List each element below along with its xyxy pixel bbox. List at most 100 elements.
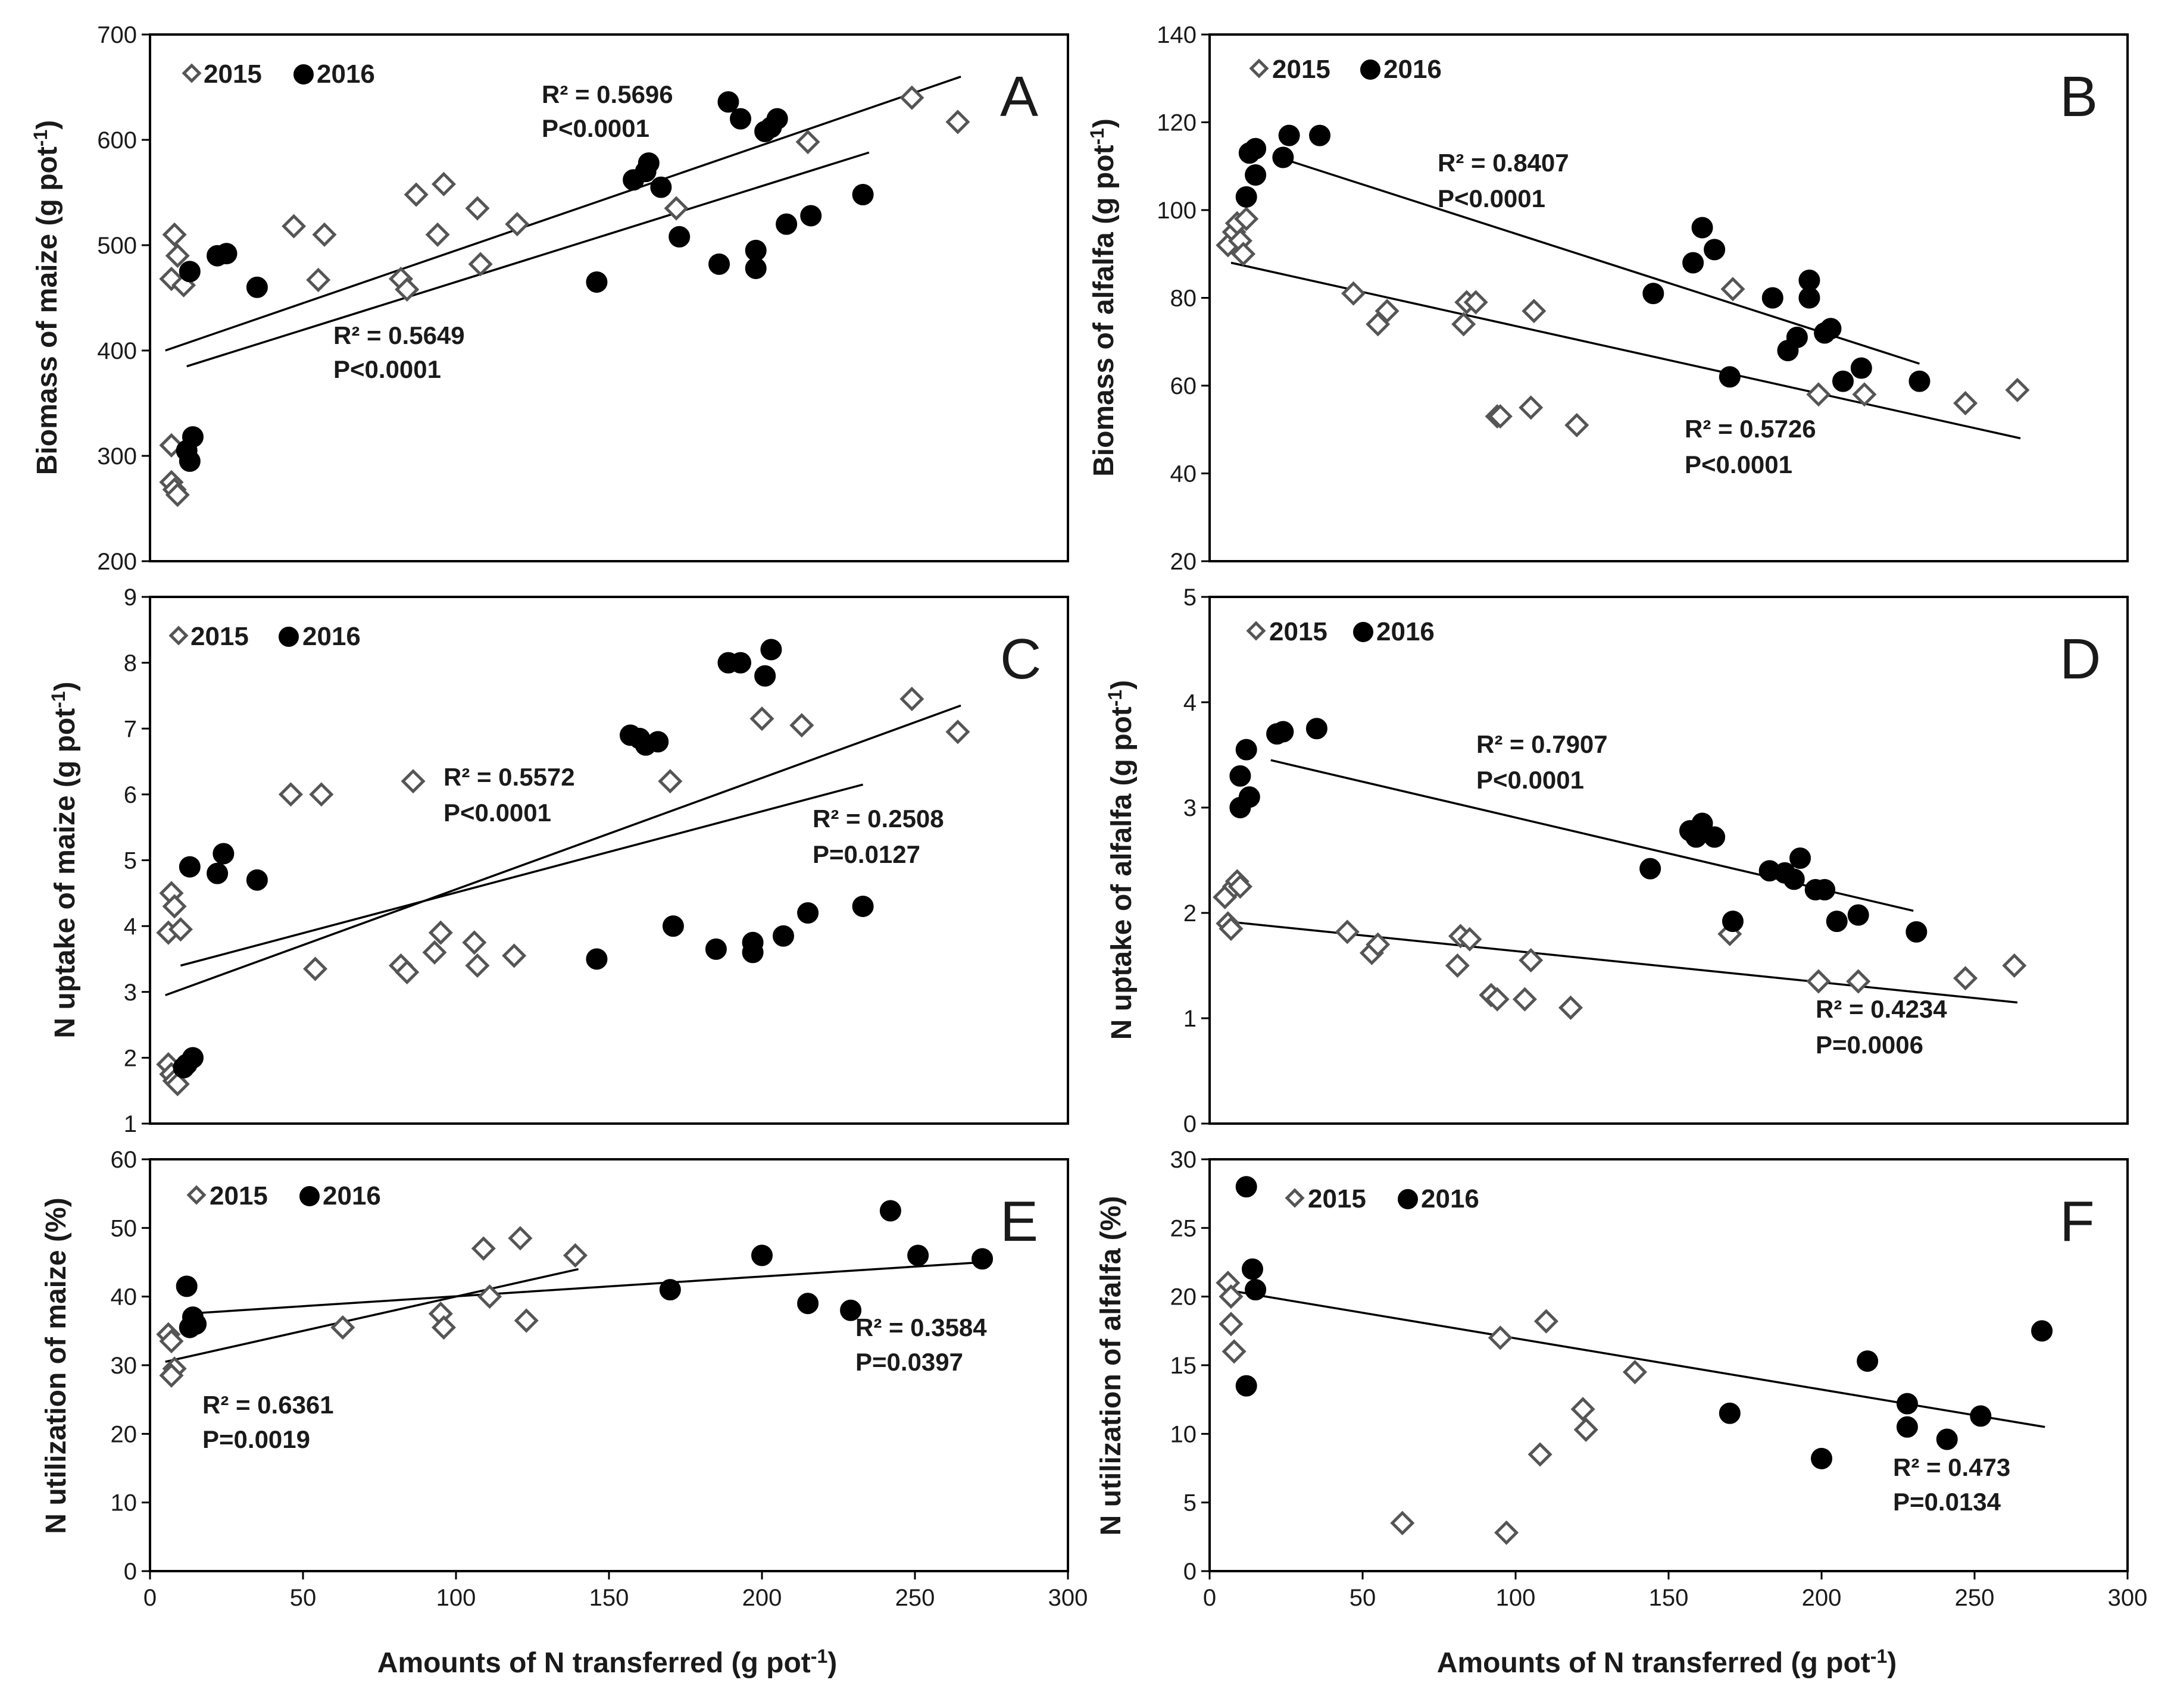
point-2015 xyxy=(1522,299,1547,324)
point-2016 xyxy=(1722,911,1744,933)
point-2015 xyxy=(404,182,429,207)
panel-c-fit2-r2: R² = 0.2508 xyxy=(813,805,944,833)
ytick-label: 0 xyxy=(124,1559,137,1585)
panel-b-fit1-r2: R² = 0.8407 xyxy=(1438,149,1569,177)
ytick-label: 3 xyxy=(1183,795,1197,821)
point-2015 xyxy=(1463,290,1488,315)
point-2015 xyxy=(1341,281,1366,306)
panel-e-letter: E xyxy=(1000,1190,1038,1253)
point-2016 xyxy=(662,915,684,937)
panel-d-fit2-r2: R² = 0.4234 xyxy=(1816,995,1947,1023)
ytick-label: 6 xyxy=(124,782,137,808)
point-2016 xyxy=(1719,1402,1741,1424)
point-2016 xyxy=(1704,239,1726,261)
point-2016 xyxy=(1906,921,1928,943)
panel-c-yticks: 1 2 3 4 5 6 7 8 9 xyxy=(124,584,150,1137)
point-2016 xyxy=(1639,858,1661,880)
panel-d-points xyxy=(1213,718,2027,1020)
panel-f-points xyxy=(1216,1176,2053,1545)
point-2016 xyxy=(669,226,691,248)
point-2016 xyxy=(797,1293,819,1315)
legend-2016-marker xyxy=(1353,622,1373,642)
panel-e-legend: 2015 2016 xyxy=(186,1181,381,1210)
point-2016 xyxy=(1811,1447,1832,1469)
xtick-label: 50 xyxy=(290,1585,317,1611)
point-2016 xyxy=(717,91,739,113)
ytick-label: 7 xyxy=(124,716,137,742)
regression-line-2 xyxy=(1224,920,2018,1004)
point-2015 xyxy=(465,953,490,978)
point-2016 xyxy=(179,450,201,472)
legend-2015-label: 2015 xyxy=(1269,617,1327,646)
point-2015 xyxy=(505,212,530,237)
panel-e-fits xyxy=(165,1261,983,1363)
point-2016 xyxy=(182,426,204,448)
panel-c-fits xyxy=(165,704,961,996)
point-2016 xyxy=(647,731,669,753)
point-2016 xyxy=(1970,1405,1992,1427)
point-2016 xyxy=(1229,765,1251,787)
point-2016 xyxy=(751,1244,773,1266)
point-2015 xyxy=(1512,987,1537,1012)
panel-d-fit2-p: P=0.0006 xyxy=(1816,1031,1923,1059)
point-2016 xyxy=(745,257,767,279)
point-2016 xyxy=(745,239,767,261)
panel-f-fit1-r2: R² = 0.473 xyxy=(1893,1453,2010,1481)
ytick-label: 50 xyxy=(111,1215,138,1241)
point-2015 xyxy=(1222,1339,1247,1364)
point-2015 xyxy=(514,1308,539,1333)
point-2016 xyxy=(1789,847,1811,869)
point-2015 xyxy=(1219,1312,1244,1337)
point-2015 xyxy=(462,930,487,955)
point-2015 xyxy=(899,686,924,712)
legend-2016-label: 2016 xyxy=(1383,55,1442,84)
regression-line-2 xyxy=(186,151,870,368)
panel-c-points xyxy=(156,639,970,1097)
ytick-label: 200 xyxy=(97,549,137,575)
legend-2016-label: 2016 xyxy=(1421,1184,1479,1213)
point-2016 xyxy=(907,1244,929,1266)
panel-a-fit1-r2: R² = 0.5696 xyxy=(542,80,673,108)
point-2015 xyxy=(502,943,527,968)
panel-a-points xyxy=(159,85,970,508)
point-2016 xyxy=(213,843,235,865)
point-2016 xyxy=(1761,287,1783,309)
legend-2015-label: 2015 xyxy=(190,622,249,651)
point-2015 xyxy=(1573,1417,1598,1442)
ytick-label: 700 xyxy=(97,22,137,48)
point-2015 xyxy=(1519,395,1544,420)
point-2016 xyxy=(1832,370,1854,392)
ytick-label: 500 xyxy=(97,233,137,259)
panel-a-fits xyxy=(165,76,961,368)
panel-f-legend: 2015 2016 xyxy=(1285,1184,1479,1213)
point-2015 xyxy=(431,1315,456,1340)
point-2015 xyxy=(1375,299,1400,324)
point-2015 xyxy=(401,769,426,794)
ytick-label: 30 xyxy=(111,1353,138,1379)
panel-a-fit1-p: P<0.0001 xyxy=(542,114,649,142)
point-2015 xyxy=(1806,969,1831,994)
regression-line-2 xyxy=(180,783,864,967)
point-2015 xyxy=(471,1236,496,1261)
point-2015 xyxy=(1846,969,1871,994)
xtick-label: 200 xyxy=(1802,1585,1842,1611)
panel-b-points xyxy=(1216,124,2030,437)
panel-a-legend: 2015 2016 xyxy=(182,60,375,89)
point-2015 xyxy=(431,171,456,196)
legend-2016-marker xyxy=(293,64,314,85)
point-2015 xyxy=(1527,1442,1553,1467)
panel-f: 0 5 10 15 20 25 30 0 50 100 150 200 250 300 N utiliz… xyxy=(1095,1147,2147,1679)
point-2015 xyxy=(1451,312,1476,337)
panel-b-ylabel: Biomass of alfalfa (g pot-1) xyxy=(1086,118,1120,477)
legend-2016-label: 2016 xyxy=(1376,617,1435,646)
point-2016 xyxy=(1820,318,1842,340)
point-2016 xyxy=(1814,879,1836,901)
ytick-label: 9 xyxy=(124,584,137,611)
legend-2015-marker xyxy=(182,63,202,83)
panel-a-fit2-r2: R² = 0.5649 xyxy=(333,321,465,349)
ytick-label: 20 xyxy=(1170,1284,1197,1310)
legend-2015-label: 2015 xyxy=(210,1181,268,1210)
panel-d-ylabel: N uptake of alfalfa (g pot-1) xyxy=(1104,680,1138,1040)
point-2016 xyxy=(1783,868,1805,890)
point-2016 xyxy=(1704,826,1726,848)
